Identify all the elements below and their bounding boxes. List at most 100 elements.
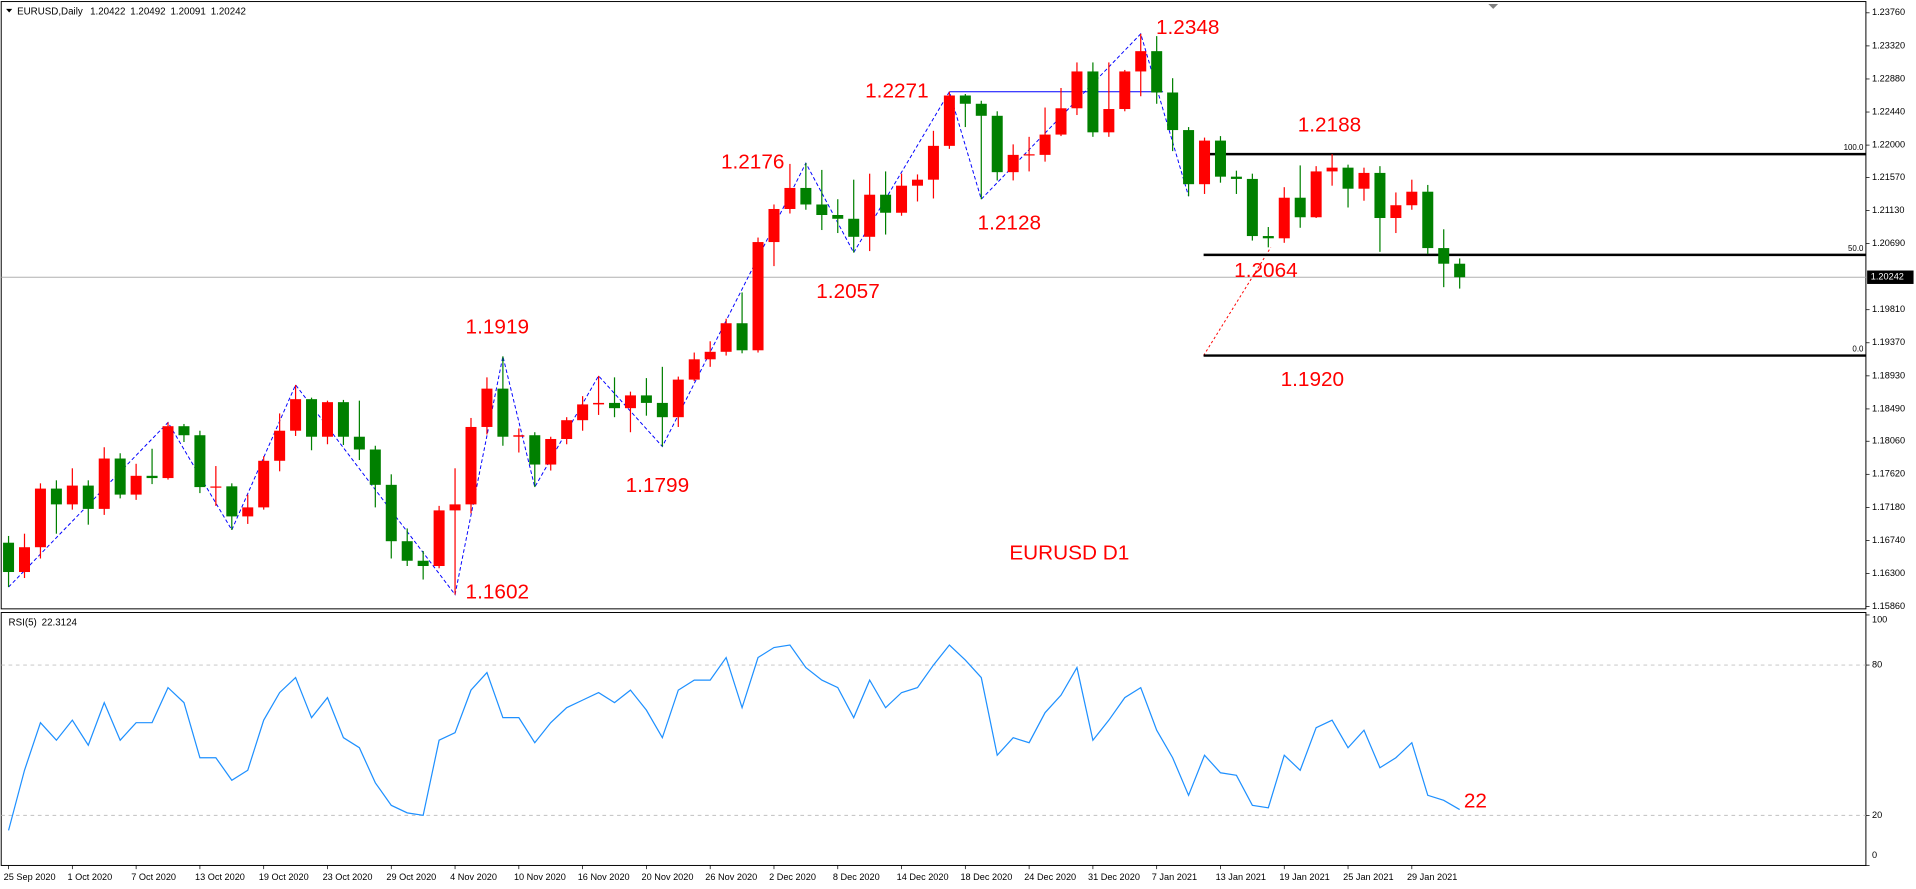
y-tick-label: 1.22000 [1872,140,1905,150]
candle-body [752,242,764,351]
x-tick-label: 25 Jan 2021 [1343,872,1393,882]
candle-body [1278,197,1290,239]
candle-body [369,449,381,485]
y-tick-label: 1.15860 [1872,601,1905,611]
x-tick-label: 7 Jan 2021 [1152,872,1197,882]
candle-body [274,430,286,461]
candle-body [465,426,477,505]
header-close: 1.20242 [211,6,246,17]
candle-body [401,541,413,561]
x-tick-label: 10 Nov 2020 [514,872,566,882]
price-annotation: 1.1920 [1281,368,1345,391]
x-tick-label: 25 Sep 2020 [4,872,56,882]
candle-body [194,435,206,488]
candle-body [1262,236,1274,239]
candle-body [290,399,302,431]
candle-body [704,351,716,360]
candle-body [991,115,1003,173]
candle-body [848,218,860,237]
menu-arrow[interactable] [6,8,13,13]
y-tick-label: 1.22880 [1872,73,1905,83]
y-tick-label: 1.21570 [1872,172,1905,182]
candle-body [1119,71,1131,110]
x-tick-label: 29 Oct 2020 [386,872,436,882]
rsi-current: 22.3124 [42,617,78,628]
rsi-title: RSI(5) 22.3124 [9,617,78,628]
x-tick-label: 23 Oct 2020 [323,872,373,882]
y-tick-label: 1.19370 [1872,337,1905,347]
candle-body [784,187,796,209]
candle-body [880,194,892,213]
price-annotation: 1.2057 [816,280,880,303]
candle-body [975,103,987,116]
symbol: EURUSD,Daily [17,6,83,17]
x-tick-label: 13 Jan 2021 [1216,872,1266,882]
candle-body [640,395,652,403]
candle-body [624,395,636,409]
candle-body [911,179,923,186]
candle-body [1454,263,1466,278]
candle-body [896,185,908,213]
candle-body [943,95,955,146]
price-annotation: 1.1799 [626,474,690,497]
candle-body [832,215,844,219]
x-tick-label: 4 Nov 2020 [450,872,497,882]
y-tick-label: 1.22440 [1872,106,1905,116]
price-annotation: 1.2348 [1156,16,1220,39]
candle-body [66,485,78,505]
candle-body [609,402,621,409]
fib-level-label: 0.0 [1852,345,1864,354]
candle-body [1310,171,1322,218]
candle-body [258,460,270,508]
rsi-tick-label: 100 [1872,614,1887,624]
y-tick-label: 1.19810 [1872,304,1905,314]
x-tick-label: 24 Dec 2020 [1024,872,1076,882]
candle-body [114,458,126,495]
candle-body [736,323,748,351]
price-annotation: 1.2176 [721,150,785,173]
price-panel [0,1,1867,610]
candle-body [1135,51,1147,72]
candle-body [1167,92,1179,131]
rsi-name: RSI(5) [9,617,37,628]
candle-body [1071,71,1083,109]
rsi-line [7,644,1460,831]
candle-body [1246,178,1258,237]
candle-body [561,420,573,439]
candle-body [1039,134,1051,155]
candle-body [162,426,174,479]
y-tick-label: 1.18490 [1872,403,1905,413]
candle-body [226,486,238,517]
candle-body [1230,176,1242,179]
candle-body [385,484,397,542]
x-tick-label: 19 Oct 2020 [259,872,309,882]
x-tick-label: 14 Dec 2020 [897,872,949,882]
y-tick-label: 1.18060 [1872,436,1905,446]
candle-body [513,435,525,437]
candle-body [82,485,94,509]
y-tick-label: 1.18930 [1872,370,1905,380]
x-tick-label: 29 Jan 2021 [1407,872,1457,882]
candle-body [433,510,445,567]
y-tick-label: 1.21130 [1872,205,1904,215]
y-tick-label: 1.16740 [1872,535,1905,545]
rsi-tick-label: 20 [1872,810,1882,820]
candle-body [656,402,668,418]
candle-body [1294,197,1306,218]
candle-body [98,458,110,509]
candle-body [497,388,509,437]
candle-body [242,507,254,517]
candle-body [34,488,46,548]
candle-body [1326,167,1338,172]
x-tick-label: 26 Nov 2020 [705,872,757,882]
price-annotation: 1.2064 [1234,259,1298,282]
candle-body [593,402,605,405]
price-annotation: 1.1919 [466,315,530,338]
candle-body [577,404,589,421]
fib-level-label: 100.0 [1844,143,1864,152]
header-low: 1.20091 [170,6,205,17]
header-open: 1.20422 [90,6,125,17]
candle-body [146,475,158,479]
